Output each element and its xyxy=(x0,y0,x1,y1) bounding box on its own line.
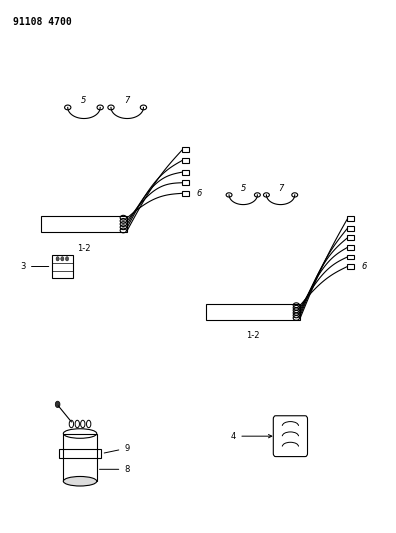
Circle shape xyxy=(55,401,60,408)
Bar xyxy=(347,245,354,250)
Text: 7: 7 xyxy=(124,96,130,105)
Text: 4: 4 xyxy=(231,432,272,441)
Bar xyxy=(347,255,354,260)
Bar xyxy=(41,216,127,232)
Text: 6: 6 xyxy=(196,189,202,198)
Text: 3: 3 xyxy=(21,262,49,271)
Bar xyxy=(206,304,300,319)
Text: 91108 4700: 91108 4700 xyxy=(13,17,72,27)
Bar xyxy=(347,236,354,240)
Bar xyxy=(59,449,101,458)
Bar xyxy=(63,433,97,481)
Text: 1-2: 1-2 xyxy=(77,244,91,253)
Circle shape xyxy=(61,257,64,261)
Bar xyxy=(51,255,73,278)
Bar xyxy=(182,158,188,163)
Bar xyxy=(182,191,188,196)
Text: 7: 7 xyxy=(278,184,283,193)
Bar xyxy=(347,264,354,269)
Ellipse shape xyxy=(63,477,97,486)
Bar xyxy=(182,169,188,174)
Circle shape xyxy=(65,257,69,261)
Text: 1-2: 1-2 xyxy=(246,331,260,340)
Text: 9: 9 xyxy=(104,444,129,453)
Text: 5: 5 xyxy=(240,184,246,193)
Bar xyxy=(347,216,354,221)
Bar xyxy=(182,148,188,152)
Text: 6: 6 xyxy=(361,262,367,271)
Circle shape xyxy=(56,257,59,261)
Bar xyxy=(347,226,354,231)
Text: 5: 5 xyxy=(81,96,87,105)
Bar xyxy=(182,180,188,185)
Text: 8: 8 xyxy=(99,465,129,474)
